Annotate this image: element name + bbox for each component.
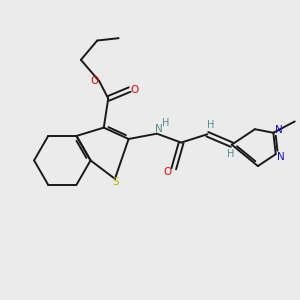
Text: O: O	[164, 167, 172, 177]
Text: N: N	[274, 125, 282, 135]
Text: H: H	[226, 149, 234, 159]
Text: N: N	[155, 124, 163, 134]
Text: S: S	[113, 177, 119, 188]
Text: N: N	[277, 152, 285, 162]
Text: H: H	[162, 118, 169, 128]
Text: O: O	[90, 76, 99, 86]
Text: H: H	[207, 120, 214, 130]
Text: O: O	[130, 85, 139, 94]
